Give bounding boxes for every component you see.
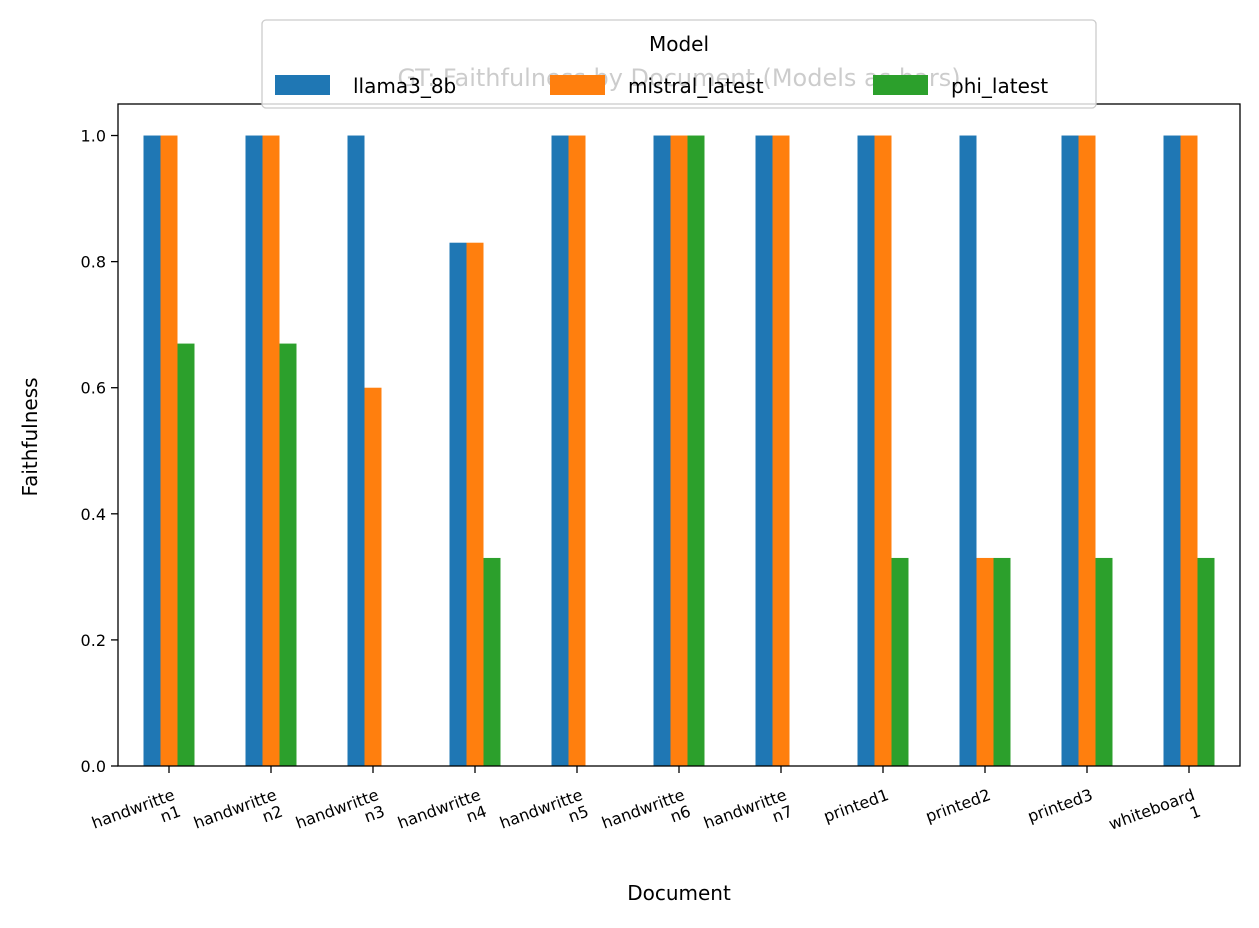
bar [551, 135, 569, 766]
y-axis-label: Faithfulness [18, 377, 42, 496]
bar [143, 135, 161, 766]
x-tick-label: printed1 [821, 785, 891, 826]
bar [755, 135, 773, 766]
y-tick-label: 0.2 [81, 631, 106, 650]
bar [670, 135, 688, 766]
bar [976, 557, 994, 766]
bar [245, 135, 263, 766]
x-tick-label: handwritten2 [191, 785, 285, 849]
bar [279, 343, 297, 766]
bar [483, 557, 501, 766]
x-tick-label: handwritten7 [701, 785, 795, 849]
bar [687, 135, 705, 766]
bar [874, 135, 892, 766]
bar [347, 135, 365, 766]
bar [466, 242, 484, 766]
x-tick-label: printed3 [1025, 785, 1095, 826]
bar [177, 343, 195, 766]
bar [262, 135, 280, 766]
bar [449, 242, 467, 766]
x-tick-label: printed2 [923, 785, 993, 826]
bar [1095, 557, 1113, 766]
bar [1197, 557, 1215, 766]
legend-label: phi_latest [951, 74, 1048, 98]
x-tick-label: handwritten6 [599, 785, 693, 849]
legend-swatch [873, 75, 928, 95]
legend-label: mistral_latest [628, 74, 764, 98]
y-tick-label: 0.4 [81, 505, 106, 524]
x-tick-label: handwritten4 [395, 785, 489, 849]
bar [1163, 135, 1181, 766]
x-tick-label: handwritten5 [497, 785, 591, 849]
bar [160, 135, 178, 766]
legend-title: Model [649, 32, 709, 56]
y-tick-label: 0.6 [81, 379, 106, 398]
bar [891, 557, 909, 766]
y-tick-label: 0.8 [81, 253, 106, 272]
bar [993, 557, 1011, 766]
x-tick-label: whiteboard1 [1106, 785, 1203, 850]
bar [653, 135, 671, 766]
x-tick-label: handwritten3 [293, 785, 387, 849]
bar [1078, 135, 1096, 766]
bar [568, 135, 586, 766]
legend-swatch [275, 75, 330, 95]
bar [857, 135, 875, 766]
y-tick-label: 0.0 [81, 757, 106, 776]
bar [772, 135, 790, 766]
x-axis-label: Document [627, 881, 731, 905]
legend-label: llama3_8b [353, 74, 456, 98]
legend-swatch [550, 75, 605, 95]
bar [1061, 135, 1079, 766]
x-tick-label: handwritten1 [89, 785, 183, 849]
y-tick-label: 1.0 [81, 127, 106, 146]
bar [1180, 135, 1198, 766]
bar [959, 135, 977, 766]
bar [364, 387, 382, 766]
